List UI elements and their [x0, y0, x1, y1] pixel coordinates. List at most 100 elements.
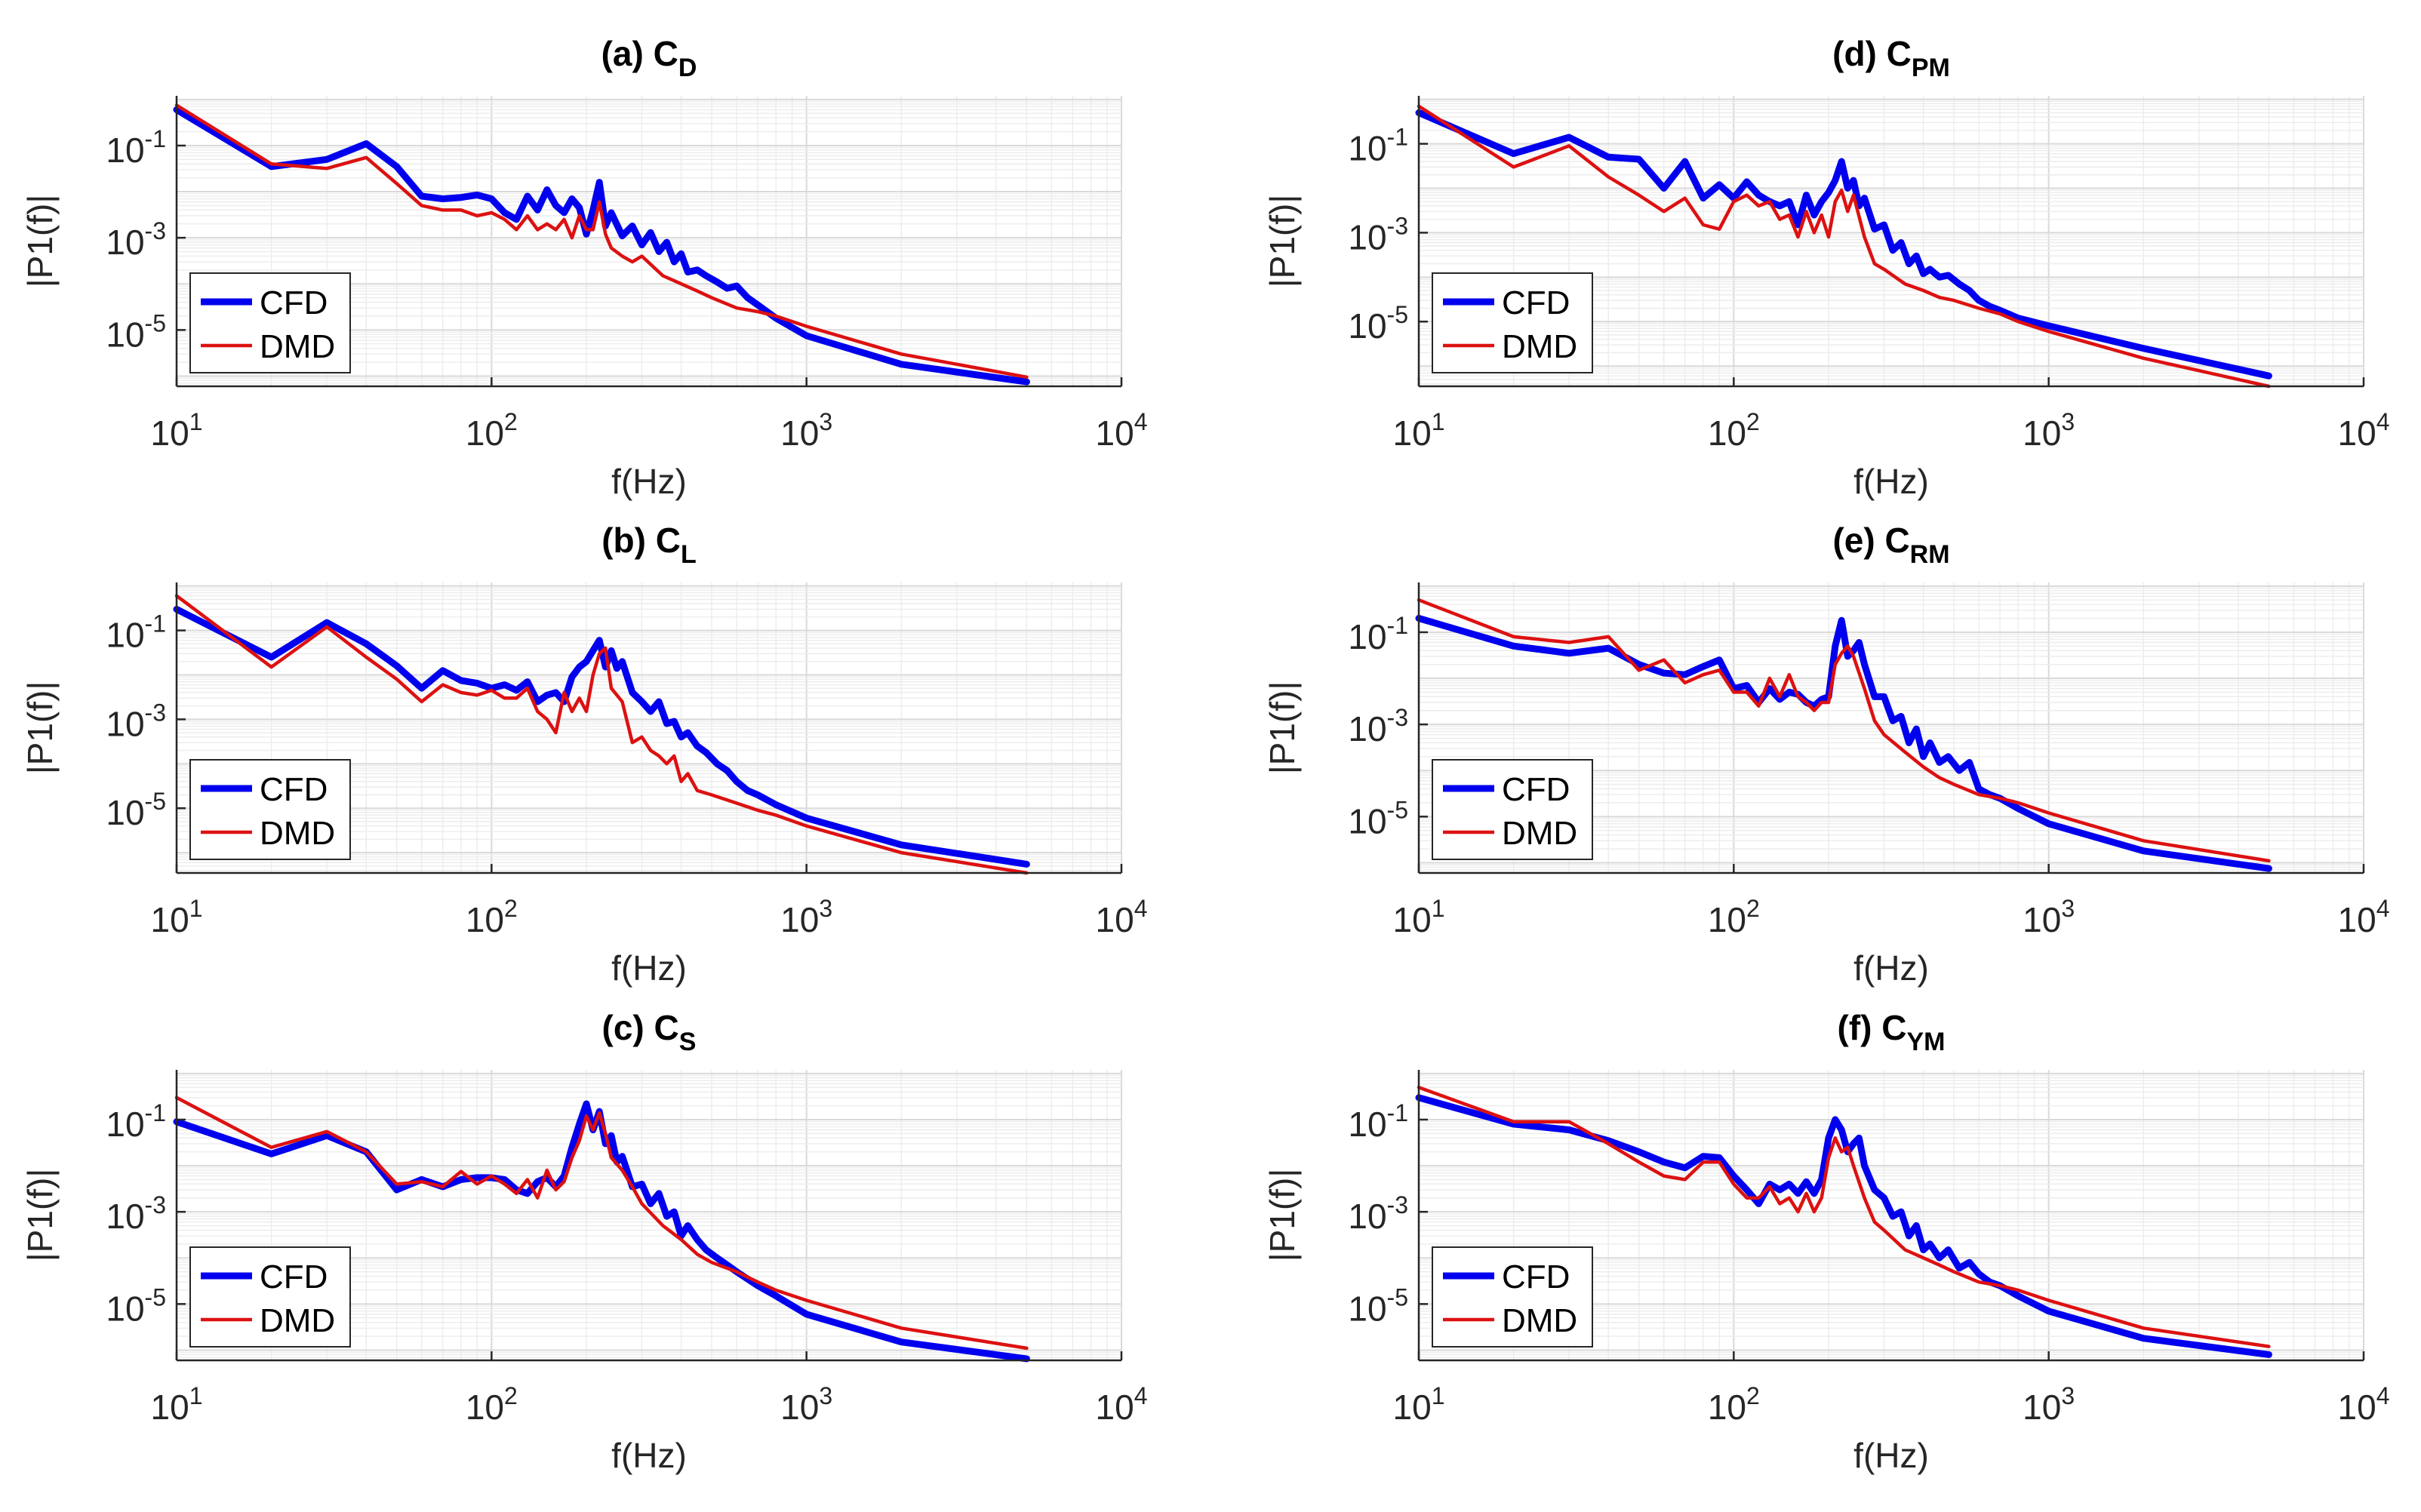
x-tick-label: 102: [1708, 408, 1760, 453]
y-tick-label: 10-1: [106, 1099, 166, 1144]
y-tick-label: 10-3: [106, 217, 166, 262]
x-tick-label: 103: [780, 408, 832, 453]
legend-box: [189, 272, 351, 373]
y-axis-label: |P1(f)|: [20, 681, 60, 775]
legend: CFD DMD: [1432, 759, 1593, 860]
legend-box: [1432, 1246, 1593, 1348]
y-tick-label: 10-5: [1348, 301, 1408, 346]
legend-box: [1432, 272, 1593, 373]
series-line-cfd: [1415, 615, 2272, 872]
legend: CFD DMD: [1432, 1246, 1593, 1348]
legend: CFD DMD: [189, 1246, 351, 1348]
legend-box: [1432, 759, 1593, 860]
x-axis-label: f(Hz): [611, 1436, 687, 1475]
legend-label-dmd: DMD: [260, 1302, 335, 1339]
x-tick-label: 102: [466, 895, 518, 939]
subplot-e: 101 102 103 104 10-1 10-3 10-5 f(Hz) |P1(f)| (e) …: [1263, 521, 2389, 988]
y-tick-label: 10-5: [106, 309, 166, 354]
x-tick-label: 103: [780, 1382, 832, 1427]
subplot-b: 101 102 103 104 10-1 10-3 10-5 f(Hz) |P1(f)| (b) …: [20, 521, 1147, 988]
legend: CFD DMD: [189, 759, 351, 860]
x-tick-label: 104: [1096, 895, 1148, 939]
x-tick-label: 102: [466, 1382, 518, 1427]
x-tick-label: 104: [2338, 895, 2390, 939]
x-axis-label: f(Hz): [611, 948, 687, 988]
y-tick-label: 10-3: [106, 699, 166, 743]
legend-box: [189, 1246, 351, 1348]
legend-label-cfd: CFD: [260, 1258, 328, 1295]
series-line-cfd: [173, 1100, 1030, 1363]
y-tick-label: 10-1: [1348, 1099, 1408, 1144]
x-tick-label: 102: [466, 408, 518, 453]
y-tick-label: 10-1: [1348, 612, 1408, 656]
subplot-f: 101 102 103 104 10-1 10-3 10-5 f(Hz) |P1(f)| (f) …: [1263, 1008, 2389, 1475]
series-line-dmd: [1417, 598, 2271, 863]
x-axis-label: f(Hz): [1853, 462, 1929, 501]
x-tick-label: 103: [780, 895, 832, 939]
x-tick-label: 102: [1708, 1382, 1760, 1427]
legend-label-dmd: DMD: [260, 815, 335, 852]
y-tick-label: 10-5: [1348, 1283, 1408, 1328]
y-tick-label: 10-3: [106, 1191, 166, 1236]
chart-title: (a) CD: [601, 34, 697, 82]
subplot-d: 101 102 103 104 10-1 10-3 10-5 f(Hz) |P1(f)| (d) …: [1263, 34, 2389, 501]
x-tick-label: 101: [1393, 895, 1445, 939]
x-tick-label: 104: [1096, 408, 1148, 453]
y-axis-label: |P1(f)|: [1263, 1169, 1302, 1262]
legend-label-dmd: DMD: [1502, 815, 1577, 852]
series-line-cfd: [1415, 109, 2272, 380]
chart-title: (b) CL: [601, 521, 697, 569]
subplot-a: 101 102 103 104 10-1 10-3 10-5 f(Hz) |P1(f)| (a) …: [20, 34, 1147, 501]
y-axis-label: |P1(f)|: [1263, 195, 1302, 288]
x-tick-label: 102: [1708, 895, 1760, 939]
y-tick-label: 10-5: [106, 788, 166, 832]
x-tick-label: 101: [151, 895, 203, 939]
x-axis-label: f(Hz): [1853, 1436, 1929, 1475]
x-tick-label: 101: [151, 1382, 203, 1427]
y-tick-label: 10-5: [1348, 796, 1408, 841]
series-line-cfd: [173, 606, 1030, 868]
x-tick-label: 104: [2338, 1382, 2390, 1427]
legend-label-cfd: CFD: [1502, 284, 1570, 321]
legend-box: [189, 759, 351, 860]
y-tick-label: 10-1: [106, 125, 166, 170]
legend-label-cfd: CFD: [1502, 771, 1570, 808]
y-tick-label: 10-1: [1348, 124, 1408, 168]
legend-label-cfd: CFD: [260, 771, 328, 808]
chart-title: (f) CYM: [1838, 1008, 1946, 1056]
series-line-dmd: [174, 103, 1029, 380]
y-tick-label: 10-3: [1348, 704, 1408, 748]
series-line-dmd: [174, 1096, 1029, 1351]
x-tick-label: 101: [1393, 408, 1445, 453]
x-tick-label: 103: [2023, 1382, 2075, 1427]
legend-label-dmd: DMD: [1502, 328, 1577, 365]
y-tick-label: 10-3: [1348, 212, 1408, 257]
chart-title: (d) CPM: [1832, 34, 1950, 82]
chart-title: (c) CS: [602, 1008, 697, 1056]
y-axis-label: |P1(f)|: [1263, 681, 1302, 775]
x-tick-label: 101: [151, 408, 203, 453]
y-tick-label: 10-5: [106, 1283, 166, 1328]
legend-label-dmd: DMD: [1502, 1302, 1577, 1339]
x-axis-label: f(Hz): [1853, 948, 1929, 988]
series-line-dmd: [1417, 1085, 2271, 1348]
grid: [176, 1070, 1122, 1361]
x-tick-label: 104: [1096, 1382, 1148, 1427]
legend: CFD DMD: [1432, 272, 1593, 373]
y-tick-label: 10-3: [1348, 1191, 1408, 1236]
x-axis-label: f(Hz): [611, 462, 687, 501]
series-line-dmd: [1417, 104, 2271, 389]
series-line-cfd: [173, 106, 1030, 386]
x-tick-label: 103: [2023, 408, 2075, 453]
y-axis-label: |P1(f)|: [20, 1169, 60, 1262]
y-axis-label: |P1(f)|: [20, 195, 60, 288]
y-tick-label: 10-1: [106, 610, 166, 655]
subplot-c: 101 102 103 104 10-1 10-3 10-5 f(Hz) |P1(f)| (c) …: [20, 1008, 1147, 1475]
series-line-dmd: [174, 594, 1029, 875]
legend-label-cfd: CFD: [260, 284, 328, 321]
grid: [176, 582, 1122, 873]
x-tick-label: 103: [2023, 895, 2075, 939]
legend-label-dmd: DMD: [260, 328, 335, 365]
legend-label-cfd: CFD: [1502, 1258, 1570, 1295]
